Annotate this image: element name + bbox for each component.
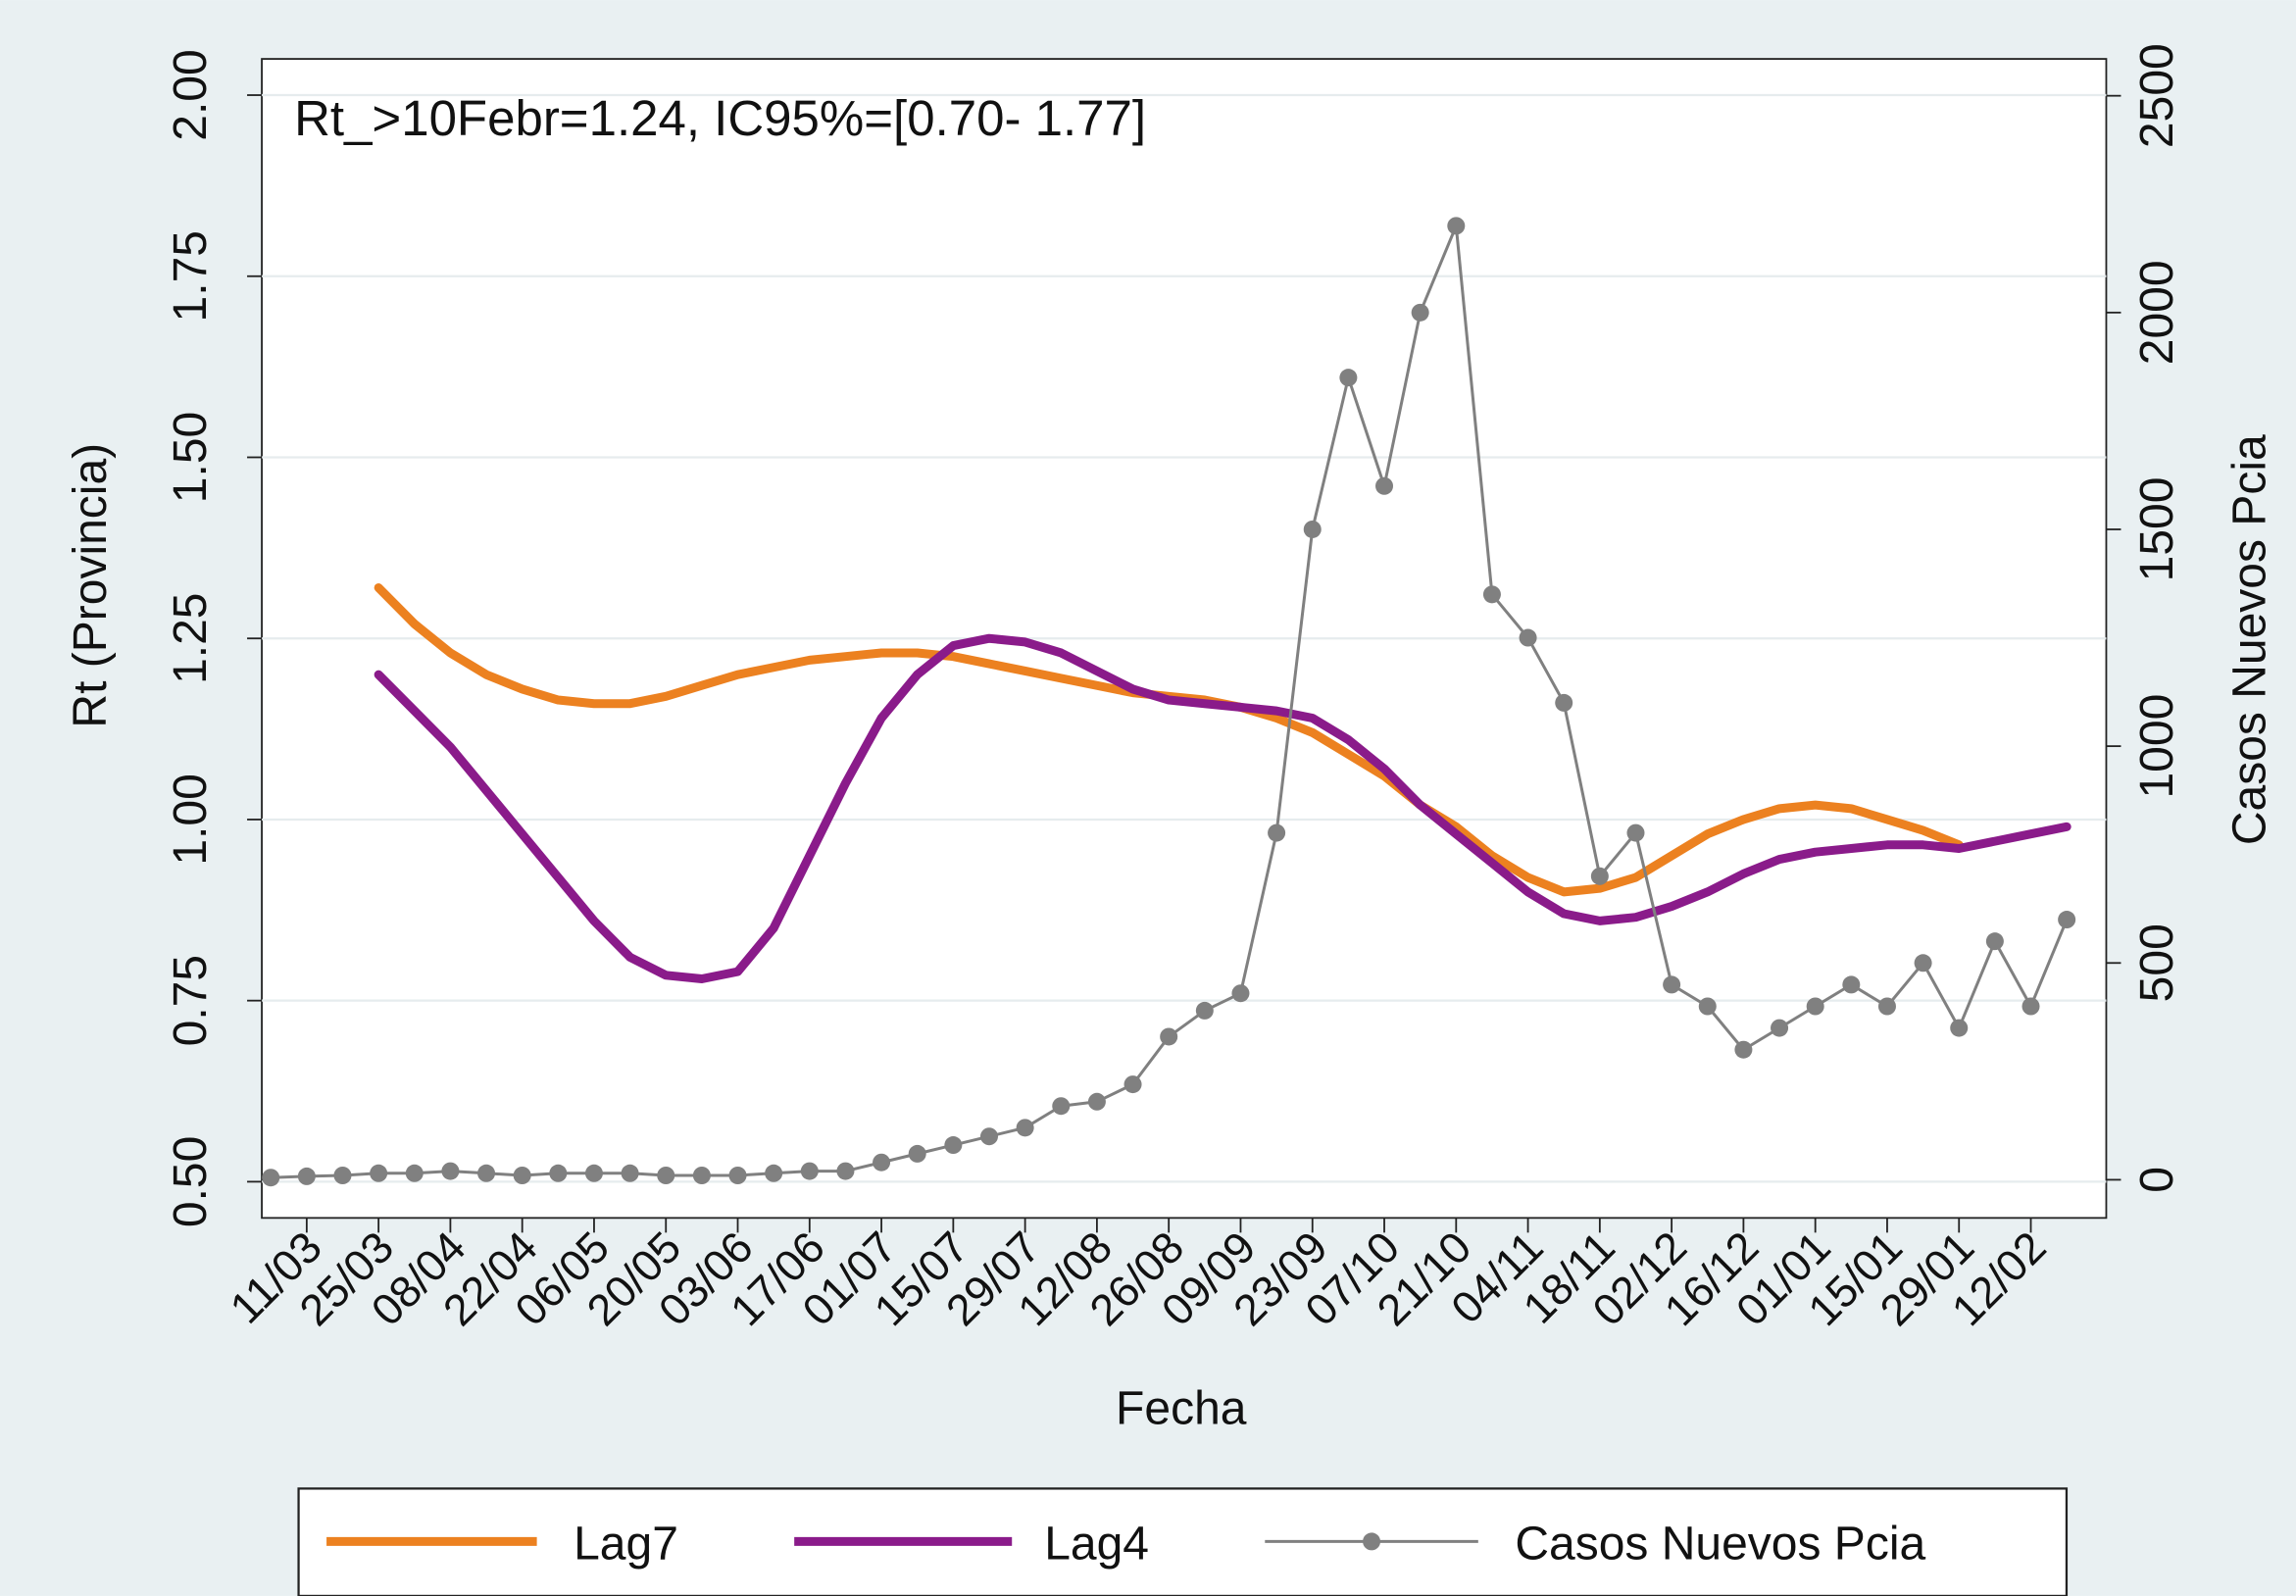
y-tick-label: 2.00 (165, 49, 217, 140)
series-marker (262, 1169, 280, 1187)
series-marker (1626, 823, 1645, 842)
y-tick-label: 0.75 (165, 955, 217, 1046)
series-marker (1016, 1119, 1034, 1137)
series-marker (1698, 997, 1717, 1016)
y2-tick-label: 500 (2131, 923, 2183, 1002)
legend-label: Lag4 (1044, 1518, 1149, 1570)
y2-tick-label: 2500 (2131, 43, 2183, 148)
series-marker (1339, 369, 1358, 387)
y2-tick-label: 1000 (2131, 694, 2183, 799)
annotation: Rt_>10Febr=1.24, IC95%=[0.70- 1.77] (294, 90, 1146, 146)
series-marker (800, 1162, 819, 1180)
y-tick-label: 1.00 (165, 773, 217, 865)
y2-tick-label: 2000 (2131, 260, 2183, 365)
y-tick-label: 0.50 (165, 1136, 217, 1227)
series-marker (1447, 217, 1466, 235)
series-marker (333, 1166, 352, 1184)
series-marker (1375, 476, 1394, 495)
series-marker (584, 1164, 603, 1182)
series-marker (1985, 932, 2004, 951)
series-marker (297, 1167, 316, 1185)
y2-tick-label: 1500 (2131, 477, 2183, 582)
series-marker (1877, 997, 1896, 1016)
y2-axis-label: Casos Nuevos Pcia (2223, 434, 2275, 845)
y-tick-label: 1.75 (165, 230, 217, 322)
series-marker (1914, 954, 1932, 973)
series-marker (908, 1144, 926, 1163)
series-marker (549, 1164, 568, 1182)
series-marker (1087, 1092, 1106, 1111)
series-marker (621, 1164, 639, 1182)
series-marker (1842, 975, 1861, 994)
series-marker (441, 1162, 460, 1180)
series-marker (405, 1164, 424, 1182)
legend-label: Casos Nuevos Pcia (1515, 1518, 1925, 1570)
series-marker (979, 1127, 998, 1146)
series-marker (1806, 997, 1824, 1016)
series-marker (1519, 628, 1537, 647)
series-marker (370, 1164, 388, 1182)
series-marker (836, 1162, 855, 1180)
series-marker (1734, 1040, 1753, 1059)
series-marker (1590, 867, 1609, 885)
y-axis-label: Rt (Provincia) (65, 443, 117, 728)
series-line (374, 633, 2071, 984)
series-marker (1950, 1019, 1969, 1037)
series-marker (477, 1164, 496, 1182)
series-marker (1268, 823, 1286, 842)
series-marker (657, 1166, 675, 1184)
series-marker (765, 1164, 783, 1182)
series-marker (1663, 975, 1681, 994)
series-marker (1303, 520, 1322, 538)
y-tick-label: 1.25 (165, 593, 217, 684)
series-marker (1160, 1027, 1178, 1046)
series-marker (1771, 1019, 1789, 1037)
series-marker (692, 1166, 711, 1184)
series-marker (873, 1153, 891, 1172)
y2-tick-label: 0 (2131, 1167, 2183, 1193)
series-marker (1123, 1075, 1142, 1094)
y-tick-label: 1.50 (165, 412, 217, 503)
series-marker (1231, 984, 1250, 1003)
series-marker (1052, 1097, 1071, 1116)
series-marker (944, 1136, 963, 1155)
series-marker (728, 1166, 747, 1184)
series-marker (2021, 997, 2040, 1016)
series-marker (1195, 1001, 1214, 1020)
legend (297, 1487, 2069, 1596)
series-marker (1411, 303, 1429, 322)
series-marker (1555, 693, 1573, 712)
legend-label: Lag7 (574, 1518, 678, 1570)
series-marker (2058, 911, 2076, 929)
legend-marker (1363, 1532, 1381, 1551)
series-marker (1482, 585, 1501, 604)
series-marker (513, 1166, 531, 1184)
x-axis-label: Fecha (1116, 1382, 1247, 1434)
